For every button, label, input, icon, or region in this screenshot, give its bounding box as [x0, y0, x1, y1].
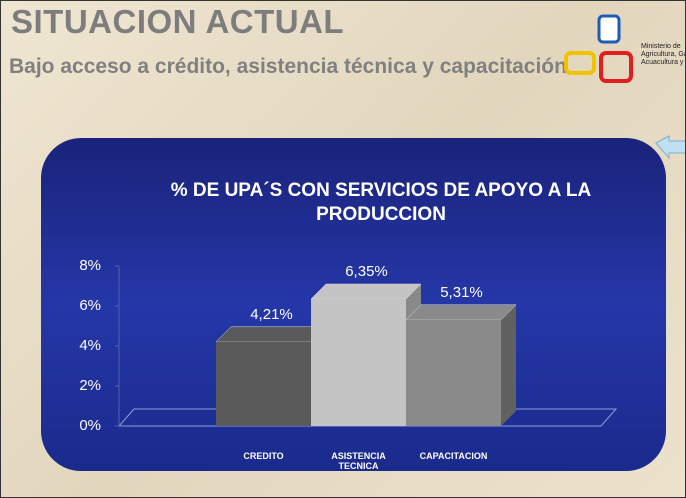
value-label: 4,21% — [250, 306, 293, 323]
x-tick-label: CREDITO — [243, 451, 284, 461]
chart-title: % DE UPA´S CON SERVICIOS DE APOYO A LA P… — [170, 180, 592, 225]
y-tick-label: 2% — [79, 377, 101, 394]
bar — [406, 319, 501, 426]
logo-line: Agricultura, Ganad — [641, 51, 685, 58]
nav-arrow — [655, 135, 685, 160]
x-tick-label: CAPACITACION — [419, 451, 488, 461]
logo-line: Ministerio de — [641, 43, 681, 50]
logo-icon — [564, 14, 633, 83]
bar — [216, 341, 311, 426]
bar-top — [405, 304, 517, 321]
bar — [311, 299, 406, 426]
x-tick-label: ASISTENCIA TECNICA — [331, 451, 386, 471]
slide-subtitle: Bajo acceso a crédito, asistencia técnic… — [9, 55, 567, 78]
value-label: 5,31% — [440, 284, 483, 301]
y-tick-label: 4% — [79, 337, 101, 354]
logo-line: Acuacultura y Pesc — [641, 59, 685, 66]
value-label: 6,35% — [345, 263, 388, 280]
y-tick-label: 6% — [79, 297, 101, 314]
bar-top — [215, 326, 327, 343]
bar-top — [310, 283, 422, 300]
y-tick-label: 0% — [79, 417, 101, 434]
y-tick-label: 8% — [79, 257, 101, 274]
slide-title: SITUACION ACTUAL — [11, 3, 345, 40]
bar-side — [501, 304, 516, 426]
